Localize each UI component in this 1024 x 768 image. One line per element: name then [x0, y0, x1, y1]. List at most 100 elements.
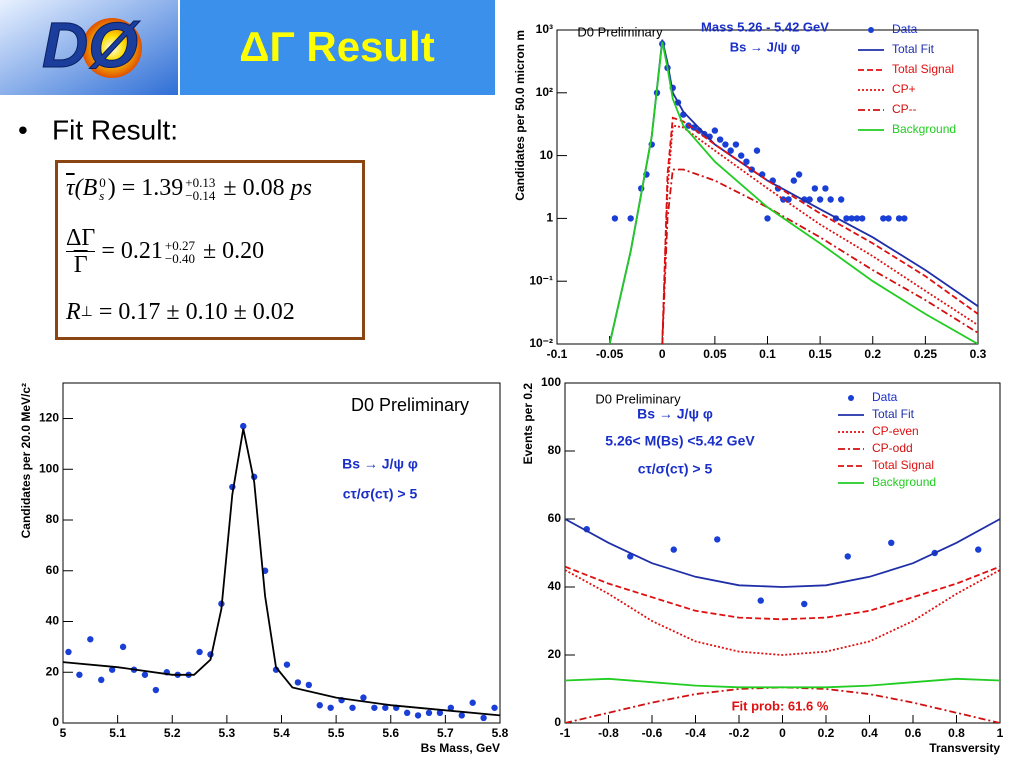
- legend-label: CP--: [892, 102, 917, 116]
- data-point: [901, 215, 908, 222]
- bullet-dot: •: [18, 114, 28, 145]
- legend-label: Total Signal: [872, 458, 934, 472]
- x-tick-label: 5: [60, 726, 67, 740]
- data-point: [627, 553, 634, 560]
- x-tick-label: 5.6: [382, 726, 399, 740]
- data-point: [491, 704, 498, 711]
- x-tick-label: 5.1: [109, 726, 126, 740]
- chart: 5 5.1 5.2 5.3 5.4 5.5 5.6 5.7 5.8 0 20 40 60 80 100 120…: [19, 382, 509, 755]
- x-tick-label: 5.3: [219, 726, 236, 740]
- curve: [565, 569, 1000, 656]
- eq-symbol: τ: [66, 175, 75, 201]
- y-tick-label: 0: [52, 715, 59, 729]
- data-point: [790, 177, 798, 184]
- x-tick-label: 1: [997, 726, 1004, 740]
- data-point: [888, 539, 895, 546]
- x-axis-label: Transversity: [929, 741, 1000, 755]
- x-tick-label: 5.5: [328, 726, 345, 740]
- eq-value: 1.39: [141, 175, 184, 201]
- data-point: [753, 147, 761, 154]
- legend-label: Data: [892, 22, 918, 36]
- plot-frame: [62, 382, 501, 724]
- legend-label: Total Signal: [892, 62, 954, 76]
- x-tick-label: 0.8: [948, 726, 965, 740]
- slide-title: ΔΓ Result: [239, 23, 434, 70]
- legend-label: Data: [872, 390, 898, 404]
- y-tick-label: 60: [46, 563, 60, 577]
- data-point: [727, 147, 734, 154]
- eq-error: ± 0.08: [223, 175, 285, 201]
- legend-label: Background: [872, 475, 936, 489]
- data-point: [436, 709, 444, 717]
- x-tick-label: 0.15: [808, 347, 832, 361]
- x-tick-label: -0.8: [598, 726, 619, 740]
- eq-plus: +0.27: [164, 237, 195, 253]
- data-point: [885, 215, 892, 222]
- data-point: [458, 712, 465, 719]
- data-point: [827, 196, 834, 203]
- x-tick-label: 0.1: [759, 347, 776, 361]
- y-tick-label: 120: [39, 411, 59, 425]
- x-tick-label: 0.2: [864, 347, 881, 361]
- x-tick-label: 5.4: [273, 726, 290, 740]
- data-point: [382, 704, 389, 711]
- x-tick-label: 0: [659, 347, 666, 361]
- data-point: [371, 704, 378, 711]
- data-point: [349, 704, 356, 711]
- data-point: [360, 694, 367, 701]
- data-point: [196, 648, 203, 656]
- annotation: D0 Preliminary: [595, 391, 681, 406]
- y-tick-label: 10: [540, 148, 554, 162]
- x-tick-label: -0.1: [547, 347, 568, 361]
- data-point: [65, 648, 72, 656]
- x-tick-label: -0.2: [729, 726, 750, 740]
- data-point: [305, 681, 313, 689]
- y-tick-label: 10³: [536, 22, 553, 36]
- title-box: [180, 0, 495, 95]
- x-axis-label: Bs Mass, GeV: [421, 741, 500, 755]
- curve: [565, 677, 1000, 689]
- y-tick-label: 100: [39, 461, 59, 475]
- data-point: [859, 215, 866, 222]
- curve: [565, 565, 1000, 621]
- x-tick-label: 0.2: [818, 726, 835, 740]
- eq-arg: (B: [74, 175, 98, 201]
- data-point: [816, 196, 824, 203]
- y-tick-label: 80: [548, 443, 562, 457]
- y-tick-label: 60: [548, 511, 562, 525]
- data-point: [87, 636, 94, 643]
- y-tick-label: 10⁻¹: [529, 273, 553, 287]
- x-tick-label: -0.4: [685, 726, 706, 740]
- x-tick-label: 0.4: [861, 726, 878, 740]
- annotation: Fit prob: 61.6 %: [732, 698, 829, 713]
- y-tick-label: 40: [46, 614, 60, 628]
- legend-label: CP-odd: [872, 441, 913, 455]
- x-tick-label: -0.6: [642, 726, 663, 740]
- y-tick-label: 1: [546, 211, 553, 225]
- logo-burst: [82, 18, 142, 78]
- annotation: Bs → J/ψ φ: [637, 406, 713, 422]
- annotation: cτ/σ(cτ) > 5: [638, 461, 713, 477]
- bullet-text: Fit Result:: [52, 114, 178, 145]
- x-tick-label: 5.7: [437, 726, 454, 740]
- curve: [63, 428, 500, 717]
- eq-sub: s: [99, 187, 105, 203]
- plot-frame: [556, 29, 979, 345]
- eq-minus: −0.14: [185, 187, 216, 203]
- annotation: Mass 5.26 - 5.42 GeV: [701, 19, 829, 34]
- eq-error: ± 0.20: [202, 238, 265, 264]
- equation: τ (B 0 s) = 1.39 +0.13 −0.14 ± 0.08 ps: [66, 175, 312, 202]
- data-point: [480, 714, 487, 722]
- y-tick-label: 0: [554, 715, 561, 729]
- legend-label: Background: [892, 122, 956, 136]
- data-point: [690, 124, 698, 131]
- y-tick-label: 40: [548, 579, 562, 593]
- data-point: [757, 597, 764, 604]
- data-point: [801, 600, 808, 608]
- curve: [565, 518, 1000, 588]
- logo-text: DØ: [42, 9, 140, 81]
- data-point: [880, 215, 887, 222]
- plot-area: [608, 39, 978, 344]
- data-point: [627, 215, 634, 222]
